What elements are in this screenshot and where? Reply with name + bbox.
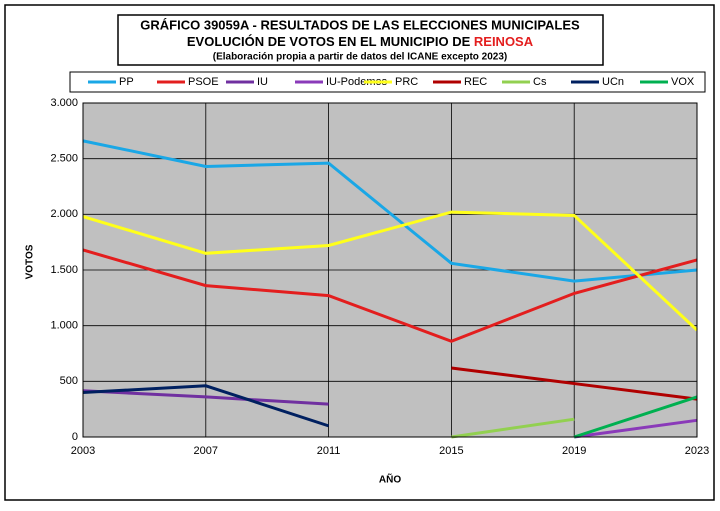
chart-subtitle: EVOLUCIÓN DE VOTOS EN EL MUNICIPIO DE RE… [187, 34, 534, 49]
x-tick-label: 2011 [317, 445, 341, 457]
x-tick-label: 2015 [439, 445, 463, 457]
y-tick-label: 0 [72, 431, 78, 443]
x-tick-label: 2019 [562, 445, 586, 457]
y-tick-label: 2.500 [50, 153, 78, 165]
subtitle-highlight: REINOSA [474, 34, 534, 49]
series-line [573, 418, 698, 439]
y-tick-label: 1.000 [50, 320, 78, 332]
series-line [82, 248, 698, 343]
legend-label: PP [119, 76, 134, 88]
y-tick-label: 3.000 [50, 97, 78, 109]
legend-label: UCn [602, 76, 624, 88]
series-line [82, 210, 699, 332]
frame [4, 4, 715, 501]
x-tick-label: 2023 [685, 445, 709, 457]
series-line [573, 395, 698, 439]
series-line [451, 417, 575, 439]
plot-border [82, 102, 698, 438]
x-axis-label: AÑO [379, 473, 401, 486]
chart-title: GRÁFICO 39059A - RESULTADOS DE LAS ELECC… [140, 17, 580, 32]
series-line [82, 389, 329, 406]
series-line [82, 139, 698, 283]
x-tick-label: 2003 [71, 445, 95, 457]
legend-label: Cs [533, 76, 547, 88]
title-box [117, 14, 604, 66]
legend-label: IU [257, 76, 268, 88]
x-tick-label: 2007 [194, 445, 218, 457]
chart-note: (Elaboración propia a partir de datos de… [213, 52, 508, 63]
legend-label: PSOE [188, 76, 219, 88]
series-line [451, 366, 698, 401]
legend-label: REC [464, 76, 487, 88]
y-tick-label: 2.000 [50, 208, 78, 220]
y-tick-label: 500 [60, 375, 78, 387]
legend-label: IU-Podemos [326, 76, 388, 88]
legend-label: VOX [671, 76, 695, 88]
y-tick-label: 1.500 [50, 264, 78, 276]
legend-label: PRC [395, 76, 418, 88]
y-axis-label: VOTOS [25, 244, 36, 279]
subtitle-text: EVOLUCIÓN DE VOTOS EN EL MUNICIPIO DE [187, 34, 471, 49]
series-line [82, 384, 330, 428]
